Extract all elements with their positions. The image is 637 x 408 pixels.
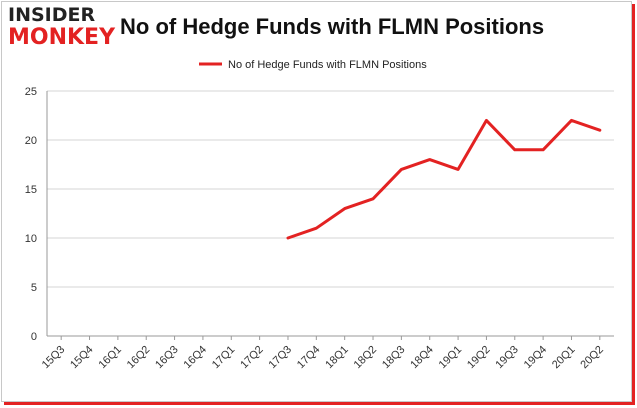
x-tick-label: 16Q2: [125, 344, 153, 372]
x-tick-label: 18Q2: [352, 344, 380, 372]
x-tick-label: 17Q3: [267, 344, 295, 372]
x-tick-label: 17Q1: [210, 344, 238, 372]
x-tick-label: 15Q3: [40, 344, 68, 372]
logo-line-2: MONKEY: [8, 25, 116, 50]
x-tick-label: 16Q3: [153, 344, 181, 372]
x-tick-label: 17Q4: [295, 344, 323, 372]
x-tick-label: 19Q4: [522, 344, 550, 372]
x-tick-label: 18Q1: [323, 344, 351, 372]
x-tick-label: 16Q1: [96, 344, 124, 372]
x-tick-label: 19Q1: [437, 344, 465, 372]
legend-label: No of Hedge Funds with FLMN Positions: [228, 59, 427, 71]
y-tick-label: 0: [31, 331, 37, 343]
x-tick-label: 19Q2: [465, 344, 493, 372]
x-tick-label: 20Q2: [578, 344, 606, 372]
x-tick-label: 16Q4: [182, 344, 210, 372]
y-tick-label: 10: [25, 233, 37, 245]
chart-title: No of Hedge Funds with FLMN Positions: [120, 14, 545, 39]
series-line: [286, 118, 602, 240]
x-tick-label: 15Q4: [68, 344, 96, 372]
x-tick-label: 20Q1: [550, 344, 578, 372]
insider-monkey-logo: INSIDER MONKEY: [8, 6, 116, 50]
y-tick-label: 20: [25, 135, 37, 147]
y-tick-label: 5: [31, 282, 37, 294]
chart-frame: [1, 1, 632, 402]
y-tick-label: 25: [25, 86, 37, 98]
x-tick-label: 19Q3: [493, 344, 521, 372]
logo-line-1: INSIDER: [8, 4, 96, 26]
x-tick-label: 18Q4: [408, 344, 436, 372]
x-tick-label: 18Q3: [380, 344, 408, 372]
y-tick-label: 15: [25, 184, 37, 196]
x-tick-label: 17Q2: [238, 344, 266, 372]
